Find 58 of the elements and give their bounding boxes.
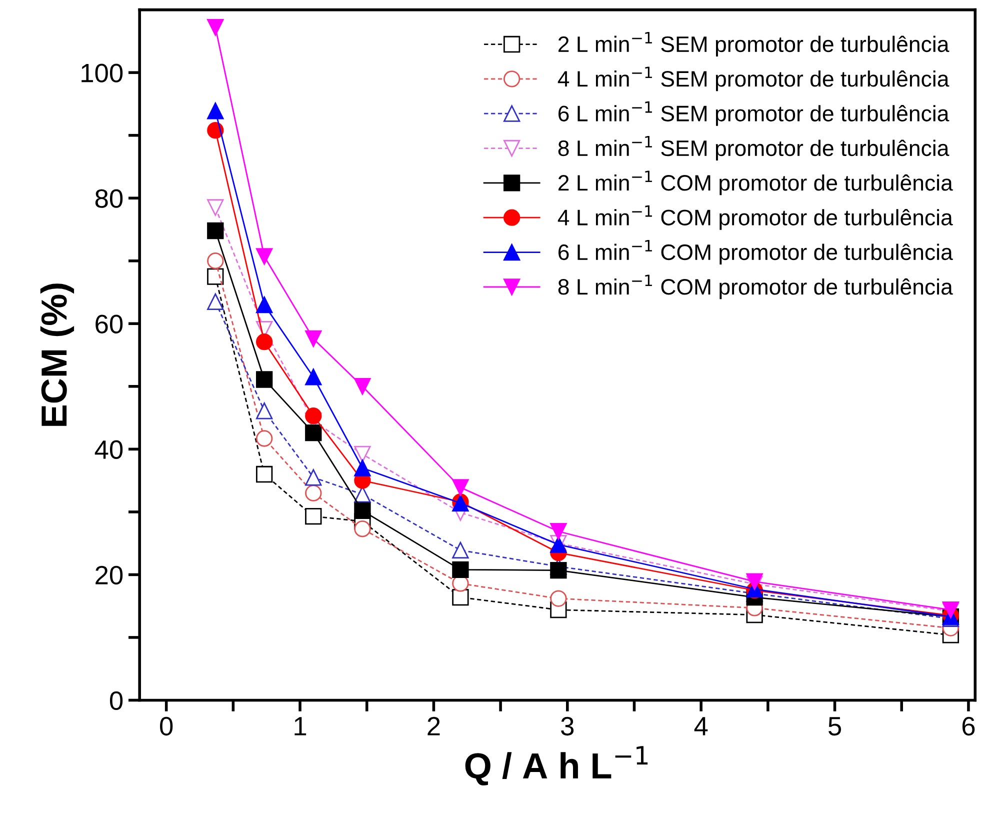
point xyxy=(305,330,322,348)
legend-label: 2 L min$^{−1}$ COM promotor de turbulência xyxy=(558,170,953,196)
point xyxy=(256,296,273,314)
point xyxy=(452,479,469,496)
point xyxy=(452,542,469,559)
legend-label: 8 L min$^{−1}$ SEM promotor de turbulência xyxy=(558,136,950,160)
point xyxy=(305,368,322,386)
legend-label: 6 L min$^{−1}$ SEM promotor de turbulência xyxy=(558,101,950,126)
point xyxy=(305,484,322,502)
point xyxy=(354,378,371,395)
y-tick-label: 80 xyxy=(95,189,123,208)
point xyxy=(305,469,322,486)
point xyxy=(256,334,273,350)
point xyxy=(305,424,322,442)
point xyxy=(746,573,763,590)
y-tick-label: 60 xyxy=(96,314,123,334)
y-axis-title: ECM (%) xyxy=(40,284,74,426)
x-tick-label: 5 xyxy=(828,717,842,736)
point xyxy=(354,460,371,476)
point xyxy=(452,561,469,578)
point xyxy=(207,122,224,139)
legend-label: 2 L min$^{−1}$ SEM promotor de turbulência xyxy=(558,32,950,56)
legend-label: 8 L min$^{−1}$ COM promotor de turbulência xyxy=(558,274,953,300)
point xyxy=(452,588,469,606)
point xyxy=(550,590,567,607)
legend-label: 4 L min$^{−1}$ SEM promotor de turbulência xyxy=(558,66,950,92)
point xyxy=(550,562,567,579)
point xyxy=(207,102,224,120)
point xyxy=(256,402,273,420)
y-tick-label: 100 xyxy=(82,64,123,82)
point xyxy=(207,222,224,240)
x-tick-label: 3 xyxy=(561,716,574,736)
point xyxy=(207,252,224,270)
legend-label: 4 L min$^{−1}$ COM promotor de turbulência xyxy=(558,205,953,230)
x-tick-label: 4 xyxy=(694,717,708,736)
point xyxy=(207,199,224,216)
point xyxy=(354,502,371,519)
point xyxy=(256,371,273,388)
point xyxy=(256,430,273,447)
x-tick-label: 6 xyxy=(962,716,975,736)
point xyxy=(256,466,273,483)
y-tick-label: 40 xyxy=(94,440,123,459)
point xyxy=(305,408,322,424)
y-tick-label: 0 xyxy=(110,691,123,710)
x-tick-label: 2 xyxy=(428,716,440,736)
point xyxy=(207,19,224,36)
point xyxy=(354,446,371,463)
y-tick-label: 20 xyxy=(96,566,123,585)
point xyxy=(550,523,567,540)
point xyxy=(354,520,371,538)
point xyxy=(207,268,224,285)
legend-label: 6 L min$^{−1}$ COM promotor de turbulência xyxy=(558,240,953,264)
point xyxy=(305,508,322,525)
x-tick-label: 1 xyxy=(294,717,306,736)
x-axis-title: Q / A h L$^{−1}$ xyxy=(465,746,648,786)
x-tick-label: 0 xyxy=(160,716,173,736)
point xyxy=(207,293,224,310)
point xyxy=(256,248,273,265)
